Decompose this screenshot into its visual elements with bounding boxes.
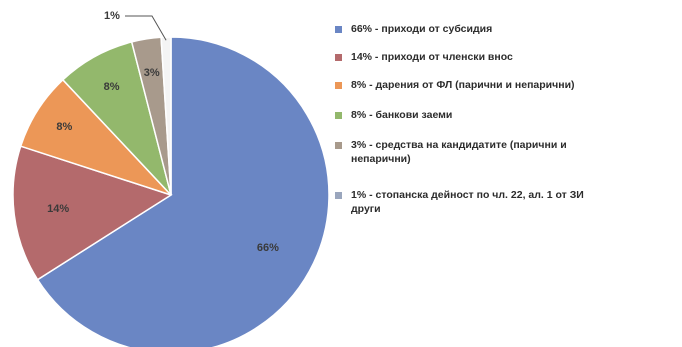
legend-item-4: 8% - банкови заеми xyxy=(335,108,452,122)
legend-item-2: 14% - приходи от членски внос xyxy=(335,50,513,64)
legend-marker xyxy=(335,192,342,199)
legend-label: 14% - приходи от членски внос xyxy=(351,51,513,63)
legend-item-6: 1% - стопанска дейност по чл. 22, ал. 1 … xyxy=(335,188,584,216)
slice-label-1: 66% xyxy=(257,242,279,254)
legend-marker xyxy=(335,82,342,89)
legend-item-5: 3% - средства на кандидатите (парични и … xyxy=(335,138,567,166)
pie-slice-2 xyxy=(12,145,173,281)
slice-label-2: 14% xyxy=(47,203,69,215)
legend-item-3: 8% - дарения от ФЛ (парични и непарични) xyxy=(335,78,575,92)
legend-label: 66% - приходи от субсидия xyxy=(351,23,493,35)
legend-label: 1% - стопанска дейност по чл. 22, ал. 1 … xyxy=(351,189,584,215)
legend-marker xyxy=(335,112,342,119)
legend-item-1: 66% - приходи от субсидия xyxy=(335,22,492,36)
slice-label-5: 3% xyxy=(144,67,160,79)
pie-slice-1 xyxy=(36,36,330,347)
legend-marker xyxy=(335,26,342,33)
slice-label-4: 8% xyxy=(104,81,120,93)
legend-marker xyxy=(335,54,342,61)
pie-slice-6 xyxy=(160,36,172,196)
legend-label: 8% - банкови заеми xyxy=(351,109,453,121)
legend-label: 3% - средства на кандидатите (парични и … xyxy=(351,139,567,165)
legend-label: 8% - дарения от ФЛ (парични и непарични) xyxy=(351,79,575,91)
slice-label-3: 8% xyxy=(56,121,72,133)
leader-line xyxy=(125,15,167,41)
legend-marker xyxy=(335,142,342,149)
slice-label-6: 1% xyxy=(104,10,120,22)
